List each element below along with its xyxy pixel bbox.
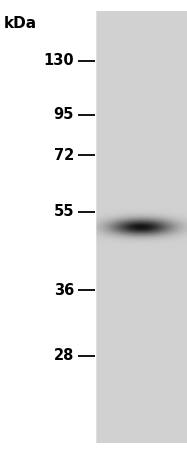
Text: 72: 72 xyxy=(54,148,74,163)
Text: 95: 95 xyxy=(53,107,74,122)
Text: 55: 55 xyxy=(53,204,74,219)
Text: 130: 130 xyxy=(43,53,74,68)
Bar xyxy=(96,11,187,443)
Text: kDa: kDa xyxy=(4,16,37,31)
Text: 28: 28 xyxy=(53,348,74,363)
Text: 36: 36 xyxy=(54,283,74,298)
